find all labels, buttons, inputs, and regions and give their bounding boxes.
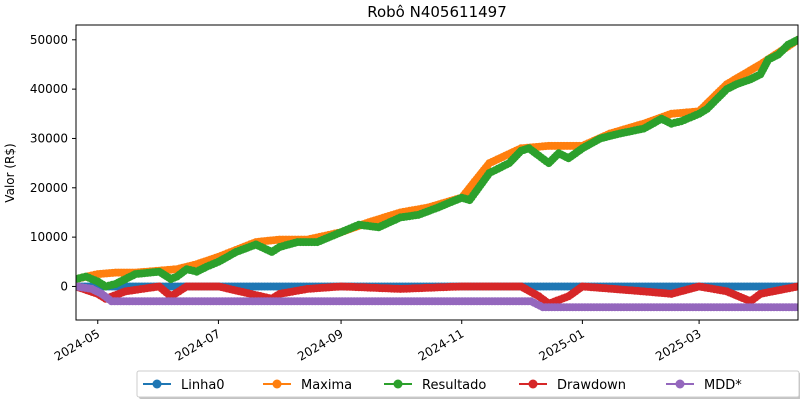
x-tick-label: 2025-03 xyxy=(653,326,703,363)
x-tick-label: 2024-05 xyxy=(52,326,102,363)
series-mdd- xyxy=(76,282,798,312)
legend-label: MDD* xyxy=(704,378,742,393)
y-tick-label: 10000 xyxy=(30,230,68,244)
legend-item-maxima[interactable]: Maxima xyxy=(263,378,352,393)
y-tick-label: 30000 xyxy=(30,131,68,145)
legend-item-mdd-[interactable]: MDD* xyxy=(666,378,742,393)
legend-label: Maxima xyxy=(301,378,352,393)
series-line xyxy=(76,39,798,280)
chart-title: Robô N405611497 xyxy=(367,3,507,21)
legend-marker xyxy=(528,379,538,389)
data-point xyxy=(794,282,798,291)
axes: 0 10000 20000 30000 40000 50000 2024-05 2024-07… xyxy=(30,33,704,364)
legend-label: Drawdown xyxy=(557,378,626,393)
plot-area xyxy=(76,35,798,312)
x-tick-label: 2024-09 xyxy=(295,326,345,363)
y-axis-label: Valor (R$) xyxy=(3,143,17,202)
legend-label: Linha0 xyxy=(181,378,225,393)
legend-marker xyxy=(272,379,282,389)
series-resultado xyxy=(76,35,798,291)
legend-item-resultado[interactable]: Resultado xyxy=(384,378,486,393)
y-tick-label: 0 xyxy=(60,279,68,293)
y-tick-label: 40000 xyxy=(30,82,68,96)
series-line xyxy=(76,39,798,288)
y-tick-label: 20000 xyxy=(30,181,68,195)
legend-marker xyxy=(152,379,162,389)
x-tick-label: 2024-11 xyxy=(416,326,466,363)
legend-label: Resultado xyxy=(422,378,486,393)
legend-item-linha0[interactable]: Linha0 xyxy=(143,378,225,393)
series-drawdown xyxy=(76,282,798,308)
y-tick-label: 50000 xyxy=(30,33,68,47)
plot-frame xyxy=(75,24,799,321)
legend-item-drawdown[interactable]: Drawdown xyxy=(519,378,626,393)
data-point xyxy=(794,35,798,44)
data-point xyxy=(794,303,798,312)
legend-box xyxy=(136,370,800,398)
series-maxima xyxy=(76,35,798,284)
legend-marker xyxy=(393,379,403,389)
legend[interactable]: Linha0 Maxima Resultado Drawdown MDD* xyxy=(136,370,800,399)
legend-marker xyxy=(675,379,685,389)
x-tick-label: 2024-07 xyxy=(172,326,222,363)
x-tick-label: 2025-01 xyxy=(536,326,586,363)
